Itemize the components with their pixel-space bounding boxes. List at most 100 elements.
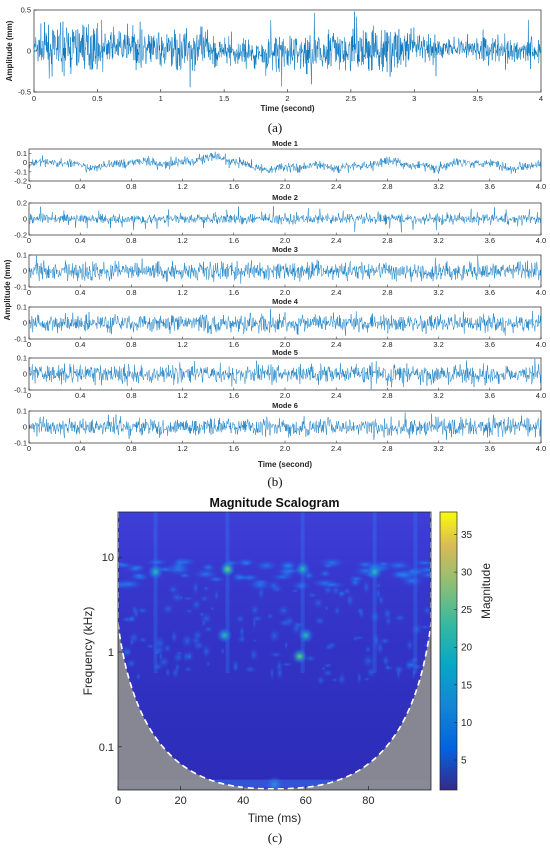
scalogram-texture (205, 660, 211, 667)
y-tick-label: 0 (23, 267, 27, 276)
x-tick-label: 1 (159, 94, 163, 103)
x-tick-label: 2.4 (331, 182, 341, 191)
mode-title: Mode 2 (272, 193, 298, 202)
scalogram-texture (356, 670, 363, 686)
scalogram-texture (324, 604, 329, 612)
x-tick-label: 2.0 (280, 288, 290, 297)
scalogram-texture (384, 560, 413, 571)
scalogram-texture (291, 588, 299, 594)
axes-mode (28, 148, 542, 182)
scalogram-texture (131, 604, 138, 616)
x-tick-label: 0.8 (126, 236, 136, 245)
x-tick-label: 2.8 (382, 288, 392, 297)
scalogram-texture (235, 614, 246, 624)
scalogram-texture (185, 608, 194, 614)
x-tick-label: 3.2 (433, 236, 443, 245)
x-tick-label: 1.2 (177, 182, 187, 191)
series-line-a (34, 11, 541, 88)
scalogram-texture (199, 594, 210, 603)
x-tick-label: 0.4 (75, 236, 85, 245)
scalogram-texture (393, 613, 407, 622)
scalogram-texture (266, 579, 281, 592)
scalogram-texture (250, 614, 264, 623)
scalogram-texture (127, 613, 137, 624)
scalogram-highlight (294, 561, 311, 578)
x-tick-label: 40 (237, 795, 249, 807)
x-tick-label: 4.0 (536, 444, 546, 453)
scalogram-texture (405, 639, 414, 652)
scalogram-texture (365, 665, 377, 679)
scalogram-streak (372, 512, 377, 674)
scalogram-texture (361, 654, 376, 669)
scalogram-texture (276, 604, 291, 617)
x-tick-label: 2.8 (382, 340, 392, 349)
mode-subplot: Mode 3 0 0.4 0.8 1.2 1.6 2.0 2.4 2.8 3.2 3.6 4.0 0.1… (14, 245, 546, 297)
x-tick-label: 0 (27, 391, 31, 400)
scalogram-texture (118, 578, 145, 590)
caption-a: (a) (268, 120, 282, 135)
x-tick-label: 0.8 (126, 444, 136, 453)
scalogram-texture (307, 592, 318, 599)
x-tick-label: 80 (362, 795, 374, 807)
x-tick-label: 1.6 (229, 391, 239, 400)
scalogram-texture (129, 637, 135, 647)
scalogram-texture (411, 665, 417, 681)
scalogram-texture (171, 666, 180, 680)
scalogram-texture (387, 570, 419, 581)
x-axis-label: Time (second) (258, 460, 312, 469)
scalogram-highlight (297, 627, 314, 644)
scalogram-texture (277, 559, 298, 572)
x-tick-label: 3.2 (433, 444, 443, 453)
panel-c: Magnitude Scalogram 0 20 40 60 80 10 1 0.1 Time (… (81, 496, 493, 825)
x-tick-label: 0.8 (126, 391, 136, 400)
y-tick-label: 10 (102, 552, 114, 564)
x-tick-label: 0.5 (92, 94, 102, 103)
scalogram-texture (326, 641, 338, 649)
colorbar-tick-label: 20 (461, 643, 473, 654)
scalogram-streak (225, 512, 230, 674)
scalogram-streak (300, 512, 305, 674)
scalogram-texture (316, 674, 326, 686)
colorbar-tick-label: 30 (461, 568, 473, 579)
scalogram-texture (408, 656, 420, 664)
scalogram-texture (125, 657, 138, 670)
caption-b: (b) (267, 474, 282, 489)
scalogram-texture (418, 624, 431, 630)
scalogram-texture (276, 666, 284, 681)
colorbar-tick-label: 25 (461, 605, 473, 616)
x-tick-label: 1.2 (177, 340, 187, 349)
x-tick-label: 0.8 (126, 182, 136, 191)
scalogram-texture (268, 628, 281, 644)
series-line-mode (29, 255, 541, 284)
x-tick-label: 3.5 (472, 94, 482, 103)
scalogram-texture (269, 665, 275, 681)
scalogram-texture (422, 604, 431, 616)
x-tick-label: 1.2 (177, 288, 187, 297)
y-tick-label: 0 (23, 370, 27, 379)
x-tick-label: 3.2 (433, 182, 443, 191)
scalogram-highlight (147, 563, 164, 580)
scalogram-texture (220, 646, 226, 656)
scalogram-texture (321, 665, 326, 672)
scalogram-texture (130, 571, 148, 580)
x-tick-label: 20 (174, 795, 186, 807)
x-tick-label: 60 (300, 795, 312, 807)
scalogram-texture (345, 592, 355, 608)
scalogram-texture (152, 645, 166, 656)
coi-shade (118, 623, 431, 790)
scalogram-texture (202, 585, 210, 592)
scalogram-texture (347, 574, 366, 583)
y-tick-label: 0.2 (17, 199, 27, 208)
scalogram-texture (375, 583, 382, 589)
scalogram-texture (382, 606, 393, 621)
y-axis-label: Amplitude (mm) (5, 20, 14, 81)
x-tick-label: 4.0 (536, 182, 546, 191)
scalogram-texture (375, 640, 384, 656)
scalogram-texture (233, 665, 238, 671)
colorbar-tick-label: 5 (461, 755, 467, 766)
scalogram-texture (170, 629, 178, 645)
y-tick-label: 0.1 (17, 354, 27, 363)
x-tick-label: 1.2 (177, 236, 187, 245)
mode-subplot: Mode 4 0 0.4 0.8 1.2 1.6 2.0 2.4 2.8 3.2 3.6 4.0 0.1… (14, 297, 546, 349)
